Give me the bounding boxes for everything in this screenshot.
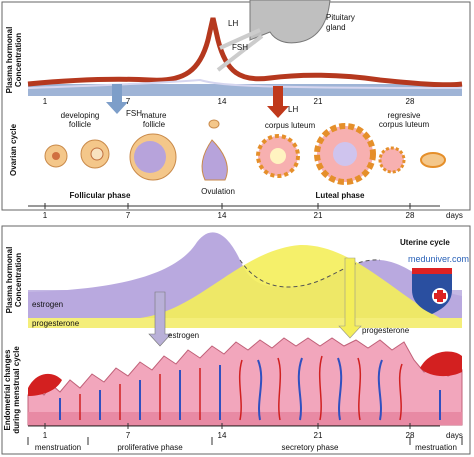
ovulation bbox=[201, 139, 228, 181]
endometrium bbox=[27, 337, 463, 426]
band-label: estrogen bbox=[32, 300, 63, 309]
day-label: 21 bbox=[314, 211, 323, 220]
phase-label: proliferative phase bbox=[117, 443, 183, 452]
progesterone-band bbox=[28, 318, 462, 328]
day-label: 14 bbox=[218, 431, 227, 440]
menstrual-blood bbox=[28, 373, 62, 396]
day-label: 21 bbox=[314, 97, 323, 106]
fsh-curve bbox=[27, 78, 463, 89]
corpus-luteum bbox=[333, 142, 357, 166]
arrow-label: estrogen bbox=[168, 331, 199, 340]
curve-label: FSH bbox=[232, 43, 248, 52]
axis-label: Plasma hormonalConcentration bbox=[5, 27, 23, 94]
pituitary-stalk bbox=[216, 28, 264, 72]
phase-label: Follicular phase bbox=[70, 191, 131, 200]
pituitary-gland bbox=[249, 0, 331, 44]
axis-label: Plasma hormonalConcentration bbox=[5, 247, 23, 314]
logo bbox=[412, 268, 452, 274]
phase-label: mestruation bbox=[415, 443, 457, 452]
axis-unit: days bbox=[446, 211, 463, 220]
fsh-arrow bbox=[106, 84, 128, 114]
phase-label: secretory phase bbox=[282, 443, 339, 452]
day-label: 7 bbox=[126, 431, 131, 440]
arrow-label: LH bbox=[288, 105, 298, 114]
estrogen-dashed bbox=[239, 259, 381, 288]
basal-layer bbox=[28, 412, 462, 425]
day-label: 1 bbox=[43, 431, 48, 440]
lh-arrow bbox=[267, 86, 289, 118]
stage-label: mature follicle bbox=[142, 111, 167, 129]
stage-label: regresive corpus luteum bbox=[379, 111, 430, 129]
phase-label: menstruation bbox=[35, 443, 81, 452]
phase-label: Ovulation bbox=[201, 187, 235, 196]
day-label: 1 bbox=[43, 97, 48, 106]
stage-label: corpus luteum bbox=[265, 121, 316, 130]
day-label: 28 bbox=[406, 431, 415, 440]
corpus-luteum bbox=[270, 148, 286, 164]
side-label: Endometrial changesduring menstrual cycl… bbox=[3, 346, 21, 434]
logo bbox=[434, 290, 446, 302]
day-label: 1 bbox=[43, 211, 48, 220]
day-label: 28 bbox=[406, 97, 415, 106]
progesterone-curve bbox=[140, 244, 440, 318]
day-label: 14 bbox=[218, 211, 227, 220]
panel-title: Uterine cycle bbox=[400, 238, 450, 247]
phase-label: Luteal phase bbox=[316, 191, 365, 200]
side-label: Ovarian cycle bbox=[9, 123, 18, 176]
phase-divider bbox=[27, 437, 463, 445]
watermark: meduniver.com bbox=[408, 254, 469, 264]
organ-label: Pituitary gland bbox=[326, 13, 355, 32]
follicle bbox=[134, 141, 166, 173]
menstrual-blood bbox=[420, 351, 462, 377]
day-label: 14 bbox=[218, 97, 227, 106]
arrow-label: FSH bbox=[126, 109, 142, 118]
follicle bbox=[90, 147, 104, 161]
follicle bbox=[52, 152, 60, 160]
axis-unit: days bbox=[446, 431, 463, 440]
progesterone-arrow bbox=[338, 257, 362, 339]
corpus-luteum bbox=[378, 146, 406, 174]
day-label: 7 bbox=[126, 97, 131, 106]
vessels bbox=[59, 357, 441, 421]
stage-label: developing follicle bbox=[61, 111, 100, 129]
lh-curve bbox=[27, 17, 463, 88]
panel-frame bbox=[1, 1, 471, 211]
curve-label: LH bbox=[228, 19, 238, 28]
ovum bbox=[208, 119, 220, 129]
day-label: 21 bbox=[314, 431, 323, 440]
band-label: progesterone bbox=[32, 319, 80, 328]
arteries bbox=[79, 355, 403, 421]
estrogen-arrow bbox=[148, 291, 172, 347]
arrow-label: progesterone bbox=[362, 326, 410, 335]
corpus-albicans bbox=[420, 152, 446, 168]
day-label: 7 bbox=[126, 211, 131, 220]
day-label: 28 bbox=[406, 211, 415, 220]
